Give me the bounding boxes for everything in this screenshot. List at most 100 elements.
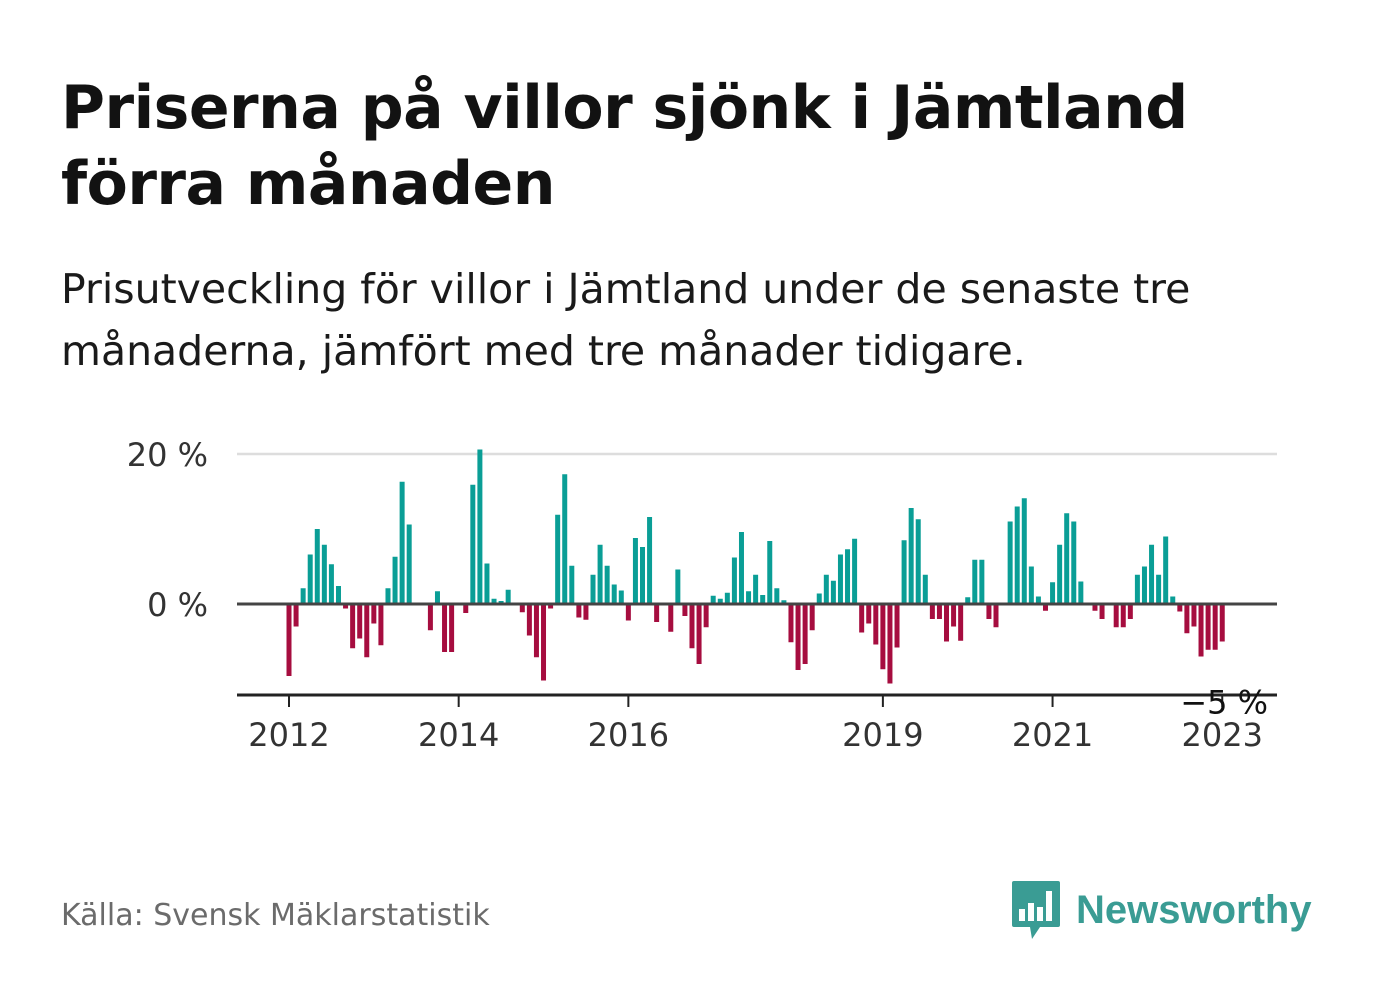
- bar: [449, 604, 455, 652]
- bar: [1219, 604, 1225, 642]
- bar: [632, 538, 638, 604]
- bar: [1113, 604, 1119, 628]
- bar: [958, 604, 964, 641]
- bar: [293, 604, 299, 627]
- bar: [385, 588, 391, 604]
- bar: [597, 544, 603, 604]
- bar: [533, 604, 539, 658]
- chart-subtitle: Prisutveckling för villor i Jämtland und…: [61, 265, 1191, 375]
- bar: [541, 604, 547, 681]
- bar: [1184, 604, 1190, 634]
- bar: [1177, 604, 1183, 612]
- bar: [936, 604, 942, 619]
- bar: [491, 598, 497, 604]
- bar: [321, 544, 327, 604]
- bar: [816, 593, 822, 604]
- bar: [555, 514, 561, 604]
- bar: [830, 580, 836, 604]
- bar: [710, 595, 716, 604]
- x-tick-label: 2016: [588, 716, 669, 754]
- bar: [845, 549, 851, 604]
- bar: [993, 604, 999, 628]
- bar: [767, 541, 773, 604]
- bar: [470, 484, 476, 604]
- bar: [300, 588, 306, 604]
- bar: [647, 517, 653, 604]
- bar: [1007, 521, 1013, 604]
- bar: [809, 604, 815, 631]
- bar: [675, 569, 681, 604]
- bar: [979, 559, 985, 604]
- bar: [1057, 544, 1063, 604]
- bar: [731, 557, 737, 604]
- chart-title: Priserna på villor sjönk i Jämtland förr…: [61, 73, 1188, 219]
- bar: [944, 604, 950, 642]
- bar: [986, 604, 992, 619]
- bar: [618, 590, 624, 604]
- x-tick-label: 2019: [842, 716, 923, 754]
- bar: [477, 449, 483, 604]
- bar: [625, 604, 631, 621]
- bar: [427, 604, 433, 631]
- bar: [1156, 574, 1162, 604]
- bar: [1120, 604, 1126, 628]
- bar: [901, 540, 907, 604]
- bar: [774, 588, 780, 604]
- bar: [1212, 604, 1218, 650]
- bar: [696, 604, 702, 664]
- bar: [1191, 604, 1197, 627]
- bar: [286, 604, 292, 676]
- bar: [548, 604, 554, 609]
- bar: [505, 589, 511, 604]
- bar: [908, 508, 914, 604]
- bar: [717, 598, 723, 604]
- bar: [399, 481, 405, 604]
- bar: [335, 586, 341, 604]
- bar: [343, 604, 349, 609]
- bar: [434, 591, 440, 604]
- bar: [823, 574, 829, 604]
- bar: [1149, 544, 1155, 604]
- bar: [1078, 581, 1084, 604]
- bar: [1064, 513, 1070, 604]
- bar: [654, 604, 660, 622]
- source-note: Källa: Svensk Mäklarstatistik: [61, 898, 490, 933]
- bar: [703, 604, 709, 628]
- bar: [569, 565, 575, 604]
- bar: [1028, 566, 1034, 604]
- bar: [922, 574, 928, 604]
- bar: [1035, 596, 1041, 604]
- x-tick-label: 2014: [418, 716, 499, 754]
- bar: [364, 604, 370, 658]
- bar: [1205, 604, 1211, 650]
- y-tick-label: 0 %: [147, 586, 208, 624]
- bar: [526, 604, 532, 636]
- bar: [1198, 604, 1204, 657]
- bar: [1163, 536, 1169, 604]
- bar: [611, 584, 617, 604]
- bar: [859, 604, 865, 633]
- bar: [760, 595, 766, 604]
- bar: [951, 604, 957, 627]
- bar: [604, 565, 610, 604]
- bar: [590, 574, 596, 604]
- bar: [1127, 604, 1133, 619]
- bar: [314, 529, 320, 604]
- bar: [1021, 498, 1027, 604]
- bar: [873, 604, 879, 645]
- bar: [640, 547, 645, 604]
- bar: [1042, 604, 1048, 611]
- bar: [724, 592, 730, 604]
- bar: [1050, 582, 1056, 604]
- bar: [929, 604, 935, 619]
- y-tick-label: 20 %: [127, 436, 208, 474]
- bar: [406, 524, 412, 604]
- bar: [668, 604, 674, 632]
- bar: [1134, 574, 1140, 604]
- bar: [392, 556, 398, 604]
- bar: [463, 604, 469, 613]
- bar: [357, 604, 363, 639]
- logo-text: Newsworthy: [1076, 887, 1312, 932]
- bar: [837, 554, 843, 604]
- x-tick-label: 2023: [1182, 716, 1263, 754]
